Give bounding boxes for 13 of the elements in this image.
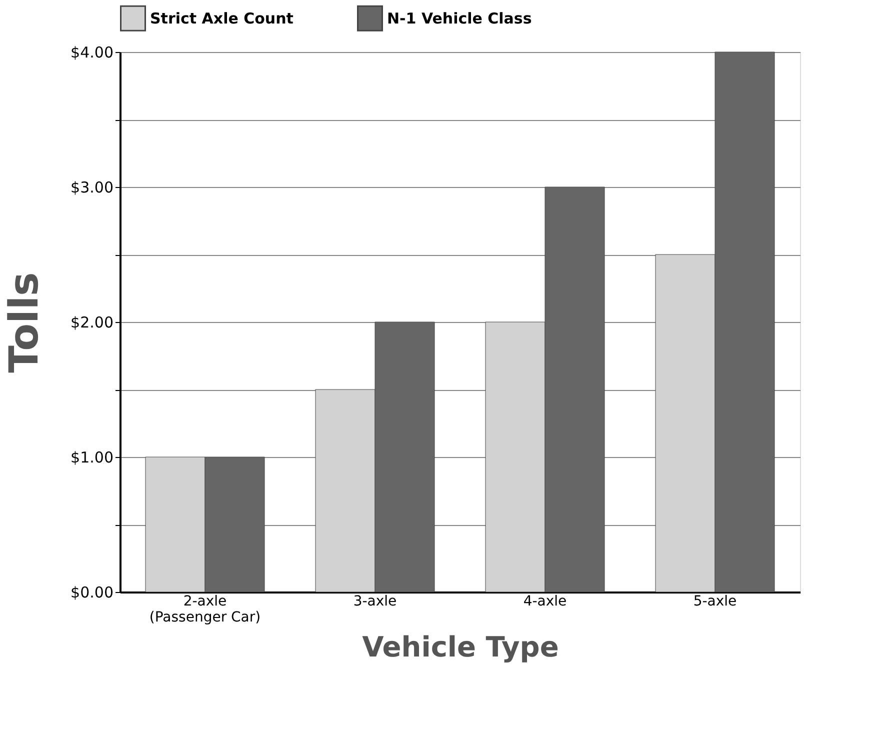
x-tick-label: 3-axle [353, 594, 397, 610]
y-tick-label: $0.00 [70, 584, 114, 602]
y-tick-label: $2.00 [70, 314, 114, 332]
x-tick-label: 2-axle (Passenger Car) [149, 594, 261, 626]
y-tick-label: $3.00 [70, 178, 114, 196]
x-tick-label: 4-axle [523, 594, 567, 610]
legend-label: N-1 Vehicle Class [387, 9, 532, 28]
y-axis-title: Tolls [2, 272, 48, 373]
x-axis-title: Vehicle Type [362, 630, 559, 664]
y-tick-label: $1.00 [70, 448, 114, 466]
x-tick-label: 5-axle [693, 594, 737, 610]
legend-label: Strict Axle Count [150, 9, 294, 28]
y-tick-label: $4.00 [70, 44, 114, 62]
